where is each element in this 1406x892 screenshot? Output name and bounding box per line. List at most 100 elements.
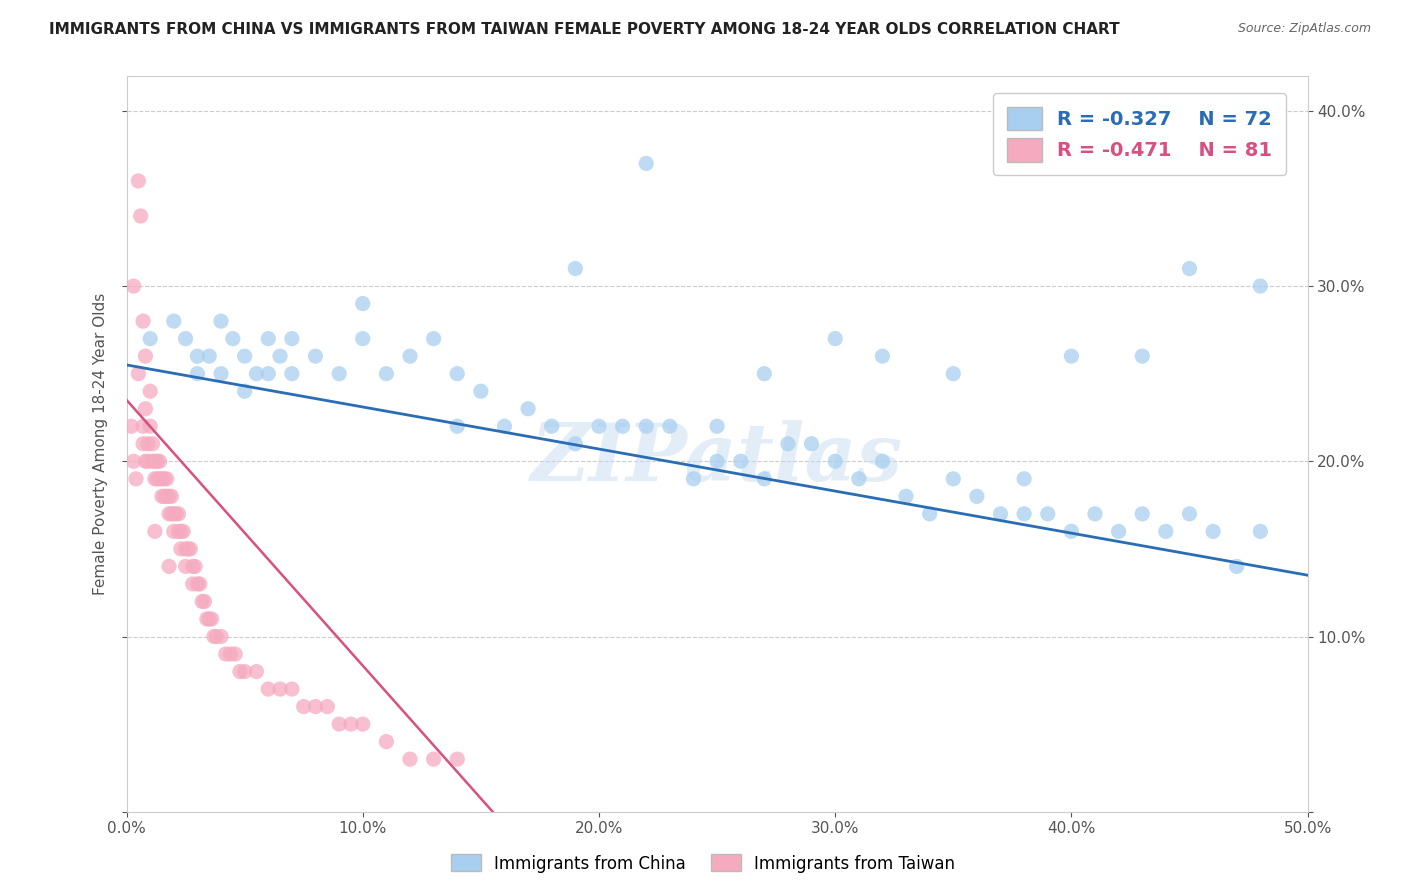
Point — [146, 454, 169, 468]
Point — [134, 454, 156, 468]
Point — [245, 367, 267, 381]
Point — [186, 367, 208, 381]
Point — [399, 752, 422, 766]
Point — [202, 630, 225, 644]
Point — [129, 209, 152, 223]
Point — [446, 367, 468, 381]
Point — [179, 541, 201, 556]
Point — [352, 296, 374, 310]
Point — [872, 349, 894, 363]
Point — [1012, 507, 1035, 521]
Point — [233, 384, 256, 399]
Point — [160, 489, 183, 503]
Point — [136, 436, 159, 450]
Text: ZIPatlas: ZIPatlas — [531, 420, 903, 497]
Legend: Immigrants from China, Immigrants from Taiwan: Immigrants from China, Immigrants from T… — [444, 847, 962, 880]
Point — [191, 594, 214, 608]
Point — [612, 419, 634, 434]
Point — [136, 454, 159, 468]
Point — [281, 681, 304, 696]
Point — [446, 419, 468, 434]
Point — [1226, 559, 1249, 574]
Point — [141, 454, 163, 468]
Point — [219, 647, 242, 661]
Point — [1249, 279, 1271, 293]
Point — [848, 472, 870, 486]
Point — [352, 332, 374, 346]
Point — [174, 541, 197, 556]
Point — [122, 279, 145, 293]
Point — [375, 367, 398, 381]
Point — [942, 472, 965, 486]
Point — [636, 419, 658, 434]
Point — [156, 472, 179, 486]
Point — [132, 419, 155, 434]
Point — [209, 314, 232, 328]
Point — [245, 665, 267, 679]
Point — [776, 436, 799, 450]
Point — [139, 419, 162, 434]
Point — [966, 489, 988, 503]
Point — [170, 524, 193, 539]
Point — [157, 559, 180, 574]
Point — [156, 489, 179, 503]
Point — [184, 559, 207, 574]
Point — [177, 541, 200, 556]
Point — [918, 507, 941, 521]
Point — [824, 454, 846, 468]
Point — [257, 367, 280, 381]
Point — [706, 419, 728, 434]
Point — [564, 261, 586, 276]
Point — [316, 699, 339, 714]
Point — [181, 559, 204, 574]
Point — [198, 349, 221, 363]
Point — [375, 734, 398, 748]
Point — [143, 454, 166, 468]
Point — [1178, 507, 1201, 521]
Point — [229, 665, 252, 679]
Point — [222, 332, 245, 346]
Point — [139, 384, 162, 399]
Point — [125, 472, 148, 486]
Point — [209, 630, 232, 644]
Point — [399, 349, 422, 363]
Point — [174, 559, 197, 574]
Point — [564, 436, 586, 450]
Point — [470, 384, 492, 399]
Point — [205, 630, 228, 644]
Point — [160, 507, 183, 521]
Point — [132, 436, 155, 450]
Point — [165, 507, 187, 521]
Y-axis label: Female Poverty Among 18-24 Year Olds: Female Poverty Among 18-24 Year Olds — [93, 293, 108, 595]
Point — [139, 332, 162, 346]
Point — [340, 717, 363, 731]
Point — [198, 612, 221, 626]
Point — [588, 419, 610, 434]
Point — [233, 665, 256, 679]
Point — [800, 436, 823, 450]
Point — [163, 524, 186, 539]
Point — [872, 454, 894, 468]
Point — [163, 314, 186, 328]
Point — [304, 699, 326, 714]
Point — [292, 699, 315, 714]
Point — [1249, 524, 1271, 539]
Point — [446, 752, 468, 766]
Point — [894, 489, 917, 503]
Point — [494, 419, 516, 434]
Point — [754, 472, 776, 486]
Point — [153, 489, 176, 503]
Point — [1036, 507, 1059, 521]
Point — [181, 577, 204, 591]
Point — [517, 401, 540, 416]
Point — [990, 507, 1012, 521]
Point — [233, 349, 256, 363]
Point — [134, 401, 156, 416]
Point — [1060, 524, 1083, 539]
Point — [754, 367, 776, 381]
Point — [174, 332, 197, 346]
Point — [1154, 524, 1177, 539]
Point — [682, 472, 704, 486]
Point — [200, 612, 222, 626]
Point — [186, 349, 208, 363]
